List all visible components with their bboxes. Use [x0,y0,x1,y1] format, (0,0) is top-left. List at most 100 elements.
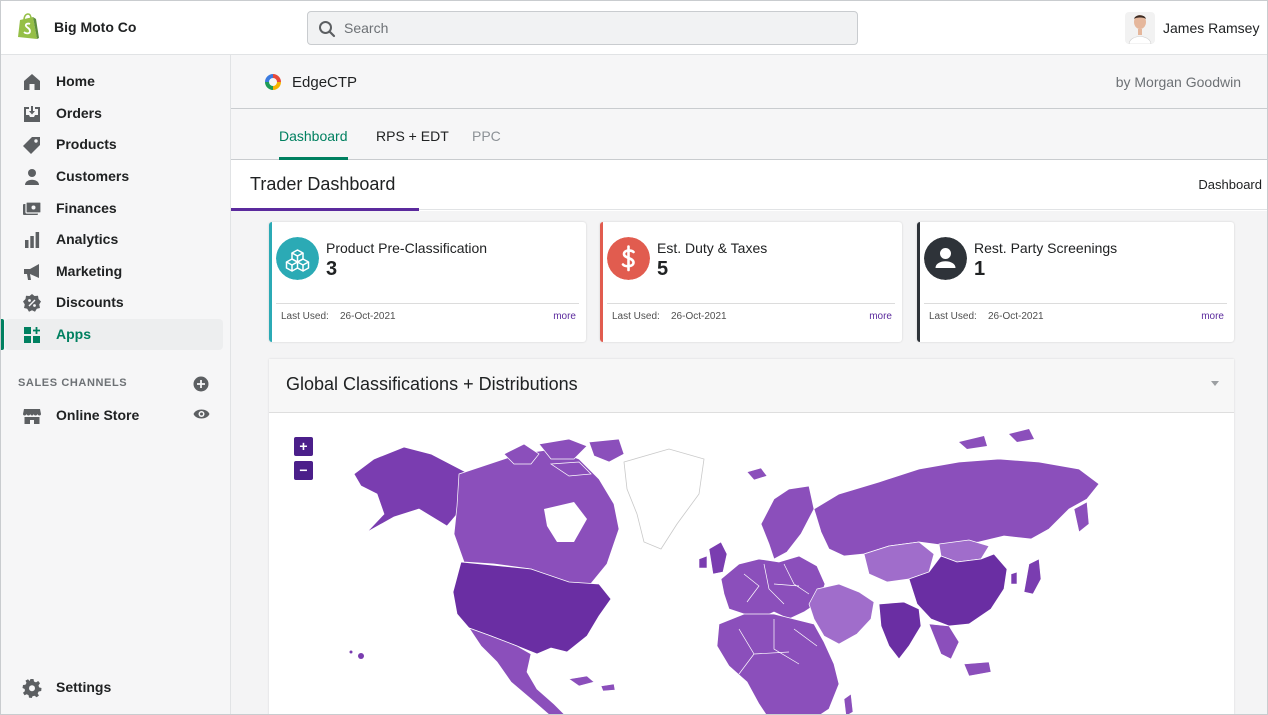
app-author: by Morgan Goodwin [1115,74,1241,90]
map-region-russia-islands[interactable] [959,429,1034,449]
sidebar-item-label: Finances [56,200,117,216]
card-last-used-date: 26-Oct-2021 [340,311,396,322]
card-value: 1 [974,258,986,280]
map-region-russia[interactable] [813,458,1100,557]
sidebar-item-settings[interactable]: Settings [5,672,223,703]
finances-icon [23,201,42,215]
map-region-india[interactable] [878,601,922,660]
zoom-out-button[interactable]: − [294,461,313,480]
main-content: EdgeCTP by Morgan Goodwin Dashboard RPS … [231,55,1267,715]
card-accent [917,222,920,342]
map-region-greenland[interactable] [623,448,705,550]
shop-name[interactable]: Big Moto Co [54,19,137,35]
card-last-used-label: Last Used: [281,311,329,322]
card-more-link[interactable]: more [869,311,892,322]
add-channel-icon[interactable] [193,376,209,392]
card-title: Rest. Party Screenings [974,240,1118,256]
person-icon [25,169,39,185]
user-name[interactable]: James Ramsey [1163,20,1260,36]
map-region-hudson-bay[interactable] [544,502,587,542]
map-region-europe[interactable] [720,555,826,620]
card-more-link[interactable]: more [553,311,576,322]
edgectp-logo-icon [265,74,281,90]
card-last-used-label: Last Used: [612,311,660,322]
sidebar-item-orders[interactable]: Orders [5,98,223,129]
sidebar-item-products[interactable]: Products [5,129,223,160]
map-region-africa-borders[interactable] [738,619,818,675]
map-region-uk[interactable] [698,541,728,575]
tag-icon [23,137,40,154]
shopify-logo-icon[interactable] [16,13,40,41]
map-region-alaska[interactable] [353,446,480,533]
home-icon [24,74,40,90]
map-region-mexico[interactable] [468,627,569,715]
tab-ppc[interactable]: PPC [472,128,501,144]
map-region-hawaii-2[interactable] [349,650,353,654]
stat-card-party-screenings: Rest. Party Screenings 1 Last Used: 26-O… [917,222,1234,342]
sidebar-item-label: Customers [56,168,130,184]
sidebar: Home Orders Products Customers Finances … [1,55,231,714]
card-divider [607,303,895,304]
eye-icon[interactable] [193,407,210,421]
card-title: Product Pre-Classification [326,240,488,256]
map-region-madagascar[interactable] [843,693,854,715]
map-title: Global Classifications + Distributions [286,374,578,394]
map-region-hawaii[interactable] [358,653,364,659]
world-map[interactable] [269,414,1234,715]
gear-icon [22,679,42,698]
card-title: Est. Duty & Taxes [657,240,768,256]
person-icon [924,237,967,280]
card-last-used-date: 26-Oct-2021 [671,311,727,322]
map-region-iceland[interactable] [746,467,768,481]
chevron-down-icon[interactable] [1211,381,1219,386]
map-region-caribbean[interactable] [568,675,616,692]
avatar[interactable] [1125,12,1155,44]
map-panel: Global Classifications + Distributions [269,359,1234,715]
card-value: 3 [326,258,338,280]
map-region-arctic-islands[interactable] [503,438,625,477]
map-region-usa[interactable] [452,561,612,655]
zoom-in-button[interactable]: + [294,437,313,456]
map-region-africa[interactable] [716,613,840,715]
sidebar-item-marketing[interactable]: Marketing [5,256,223,287]
sidebar-item-apps[interactable]: Apps [1,319,223,350]
sidebar-item-home[interactable]: Home [5,66,223,97]
page-title: Trader Dashboard [250,174,396,194]
sidebar-item-customers[interactable]: Customers [5,161,223,192]
page-title-underline [231,208,419,211]
search-bar[interactable] [307,11,858,45]
breadcrumb[interactable]: Dashboard [1198,177,1262,192]
app-header: EdgeCTP by Morgan Goodwin [231,55,1267,109]
dashboard-header: Trader Dashboard Dashboard [231,160,1267,211]
sidebar-item-online-store[interactable]: Online Store [5,400,223,431]
stat-card-classification: Product Pre-Classification 3 Last Used: … [269,222,586,342]
map-region-middle-east[interactable] [808,583,875,645]
sidebar-item-analytics[interactable]: Analytics [5,224,223,255]
card-more-link[interactable]: more [1201,311,1224,322]
sidebar-item-finances[interactable]: Finances [5,193,223,224]
card-divider [924,303,1227,304]
search-input[interactable] [342,12,842,44]
tab-rps-edt[interactable]: RPS + EDT [376,128,449,144]
card-last-used-label: Last Used: [929,311,977,322]
map-region-southeast-asia[interactable] [928,623,992,677]
map-region-scandinavia[interactable] [760,485,815,560]
tab-dashboard[interactable]: Dashboard [279,109,348,160]
card-last-used-date: 26-Oct-2021 [988,311,1044,322]
map-region-canada[interactable] [453,448,620,587]
sidebar-item-discounts[interactable]: Discounts [5,287,223,318]
sidebar-item-label: Online Store [56,407,140,423]
map-region-europe-borders[interactable] [743,563,810,605]
map-region-china[interactable] [908,553,1008,627]
app-tabs: Dashboard RPS + EDT PPC [231,109,1267,160]
card-accent [269,222,272,342]
map-panel-header[interactable]: Global Classifications + Distributions [269,359,1234,413]
map-region-japan[interactable] [1010,558,1042,595]
discount-icon [23,294,41,312]
sidebar-item-label: Analytics [56,231,119,247]
store-icon [23,409,41,424]
megaphone-icon [24,264,39,280]
map-region-kamchatka[interactable] [1073,501,1090,533]
card-accent [600,222,603,342]
